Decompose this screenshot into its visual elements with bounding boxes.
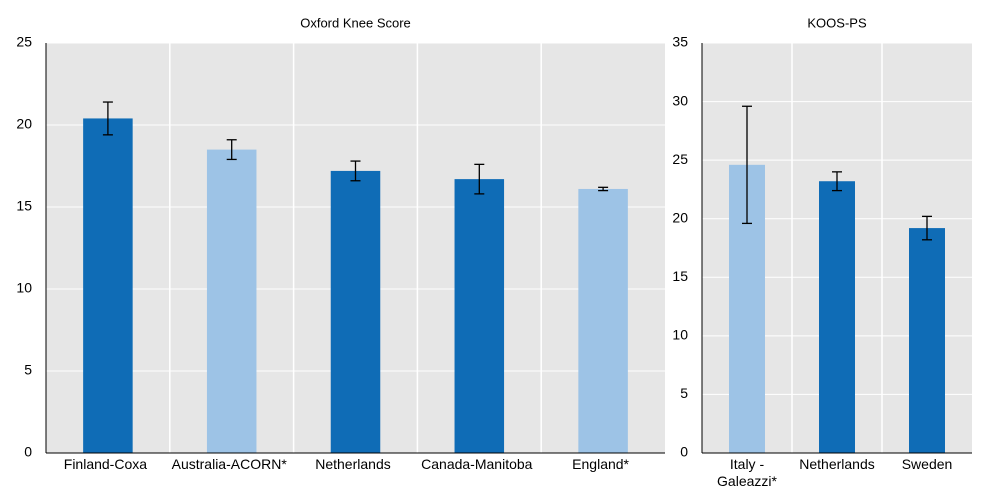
- y-tick-label: 35: [672, 34, 688, 50]
- bar: [83, 118, 133, 453]
- y-tick-label: 10: [672, 327, 688, 343]
- y-tick-label: 15: [16, 198, 32, 214]
- x-tick-label: Sweden: [901, 456, 953, 472]
- x-tick-label: Italy - Galeazzi*: [717, 456, 777, 489]
- y-tick-label: 15: [672, 268, 688, 284]
- x-tick-label: Netherlands: [799, 456, 875, 472]
- x-tick-label: Netherlands: [315, 456, 391, 472]
- x-tick-label-box: Netherlands: [799, 456, 875, 472]
- error-bar: [922, 215, 932, 241]
- x-tick-label: Canada-Manitoba: [421, 456, 533, 472]
- bar: [578, 188, 628, 453]
- y-tick-label: 20: [672, 209, 688, 225]
- y-tick-label: 0: [680, 444, 688, 460]
- bar: [819, 181, 855, 453]
- error-bar: [832, 171, 842, 192]
- y-tick-label: 25: [16, 34, 32, 50]
- x-tick-label: Finland-Coxa: [63, 456, 148, 472]
- y-tick-label: 20: [16, 116, 32, 132]
- y-tick-label: 30: [672, 92, 688, 108]
- y-tick-label: 5: [24, 362, 32, 378]
- error-bar: [598, 186, 609, 192]
- chart-title: Oxford Knee Score: [300, 15, 411, 30]
- x-tick-label-box: Finland-Coxa: [63, 456, 148, 472]
- x-tick-label: Australia-ACORN*: [171, 456, 287, 472]
- x-tick-label-box: Netherlands: [315, 456, 391, 472]
- x-tick-label-box: Italy - Galeazzi*: [717, 456, 777, 489]
- error-bar: [474, 163, 485, 195]
- error-bar: [226, 139, 237, 161]
- x-tick-label-box: Canada-Manitoba: [421, 456, 533, 472]
- bar: [454, 179, 505, 453]
- y-tick-label: 10: [16, 280, 32, 296]
- x-tick-label: England*: [572, 456, 629, 472]
- chart-title: KOOS-PS: [807, 15, 867, 30]
- x-tick-label-box: England*: [572, 456, 629, 472]
- error-bar: [742, 105, 752, 225]
- y-tick-label: 25: [672, 151, 688, 167]
- x-tick-label-box: Australia-ACORN*: [171, 456, 287, 472]
- error-bar: [102, 101, 113, 136]
- x-tick-label-box: Sweden: [901, 456, 953, 472]
- bar: [206, 149, 257, 453]
- bar: [330, 170, 381, 454]
- bar: [909, 228, 945, 453]
- y-tick-label: 0: [24, 444, 32, 460]
- y-tick-label: 5: [680, 385, 688, 401]
- error-bar: [350, 160, 361, 182]
